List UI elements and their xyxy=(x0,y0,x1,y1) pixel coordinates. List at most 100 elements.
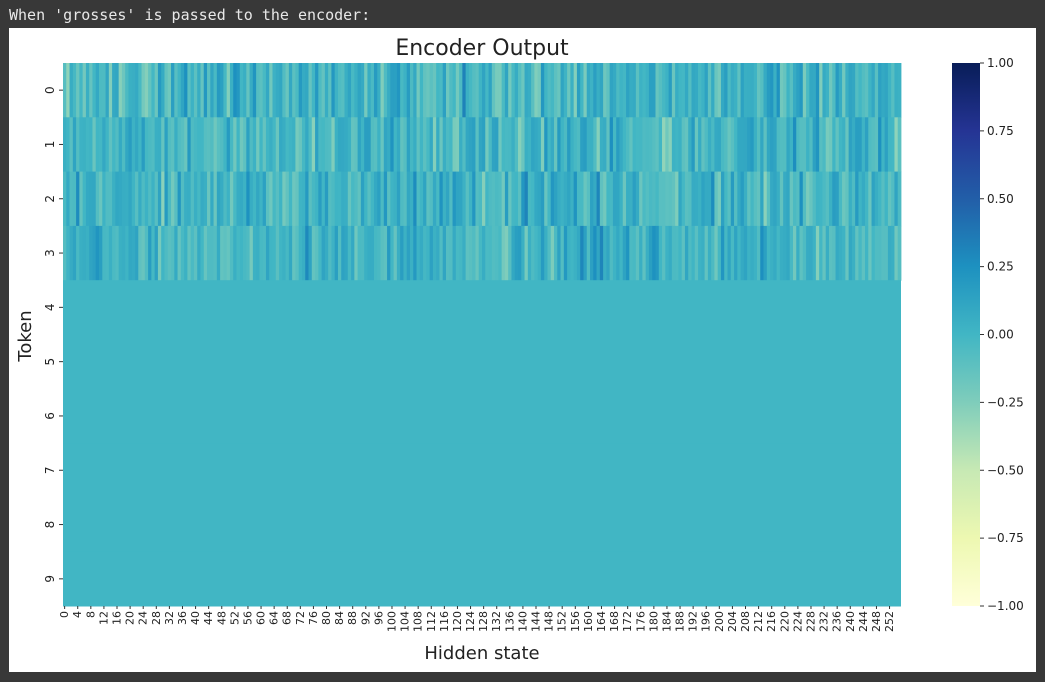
heatmap-cell xyxy=(590,63,594,118)
heatmap-cell xyxy=(835,63,840,118)
heatmap-cell xyxy=(576,171,581,227)
heatmap-cell xyxy=(508,117,512,173)
heatmap-cell xyxy=(305,225,309,281)
heatmap-cell xyxy=(498,117,503,173)
heatmap-cell xyxy=(171,117,175,173)
heatmap-cell xyxy=(570,117,575,173)
heatmap-cell xyxy=(108,171,113,227)
heatmap-cell xyxy=(269,63,273,118)
heatmap-cell xyxy=(125,171,129,227)
heatmap-cell xyxy=(377,63,381,118)
heatmap-cell xyxy=(871,63,876,118)
heatmap-cell xyxy=(452,171,457,227)
heatmap-cell xyxy=(861,117,866,173)
heatmap-cell xyxy=(527,63,532,118)
heatmap-cell xyxy=(747,225,751,281)
heatmap-cell xyxy=(495,63,499,118)
heatmap-cell xyxy=(779,117,784,173)
heatmap-cell xyxy=(632,117,637,173)
heatmap-cell xyxy=(511,63,516,118)
heatmap-cell xyxy=(252,225,257,281)
heatmap-cell xyxy=(648,117,653,173)
heatmap-cell xyxy=(89,117,93,173)
heatmap-cell xyxy=(154,225,159,281)
heatmap-cell xyxy=(743,117,748,173)
heatmap-cell xyxy=(596,225,601,281)
heatmap-cell xyxy=(851,63,856,118)
heatmap-cell xyxy=(174,117,178,173)
heatmap-cell xyxy=(167,171,172,227)
heatmap-cell xyxy=(537,171,542,227)
heatmap-cell xyxy=(99,225,103,281)
heatmap-cell xyxy=(95,225,100,281)
heatmap-cell xyxy=(180,117,185,173)
heatmap-cell xyxy=(878,63,882,118)
x-tick-label: 116 xyxy=(438,611,451,632)
heatmap-cell xyxy=(344,63,349,118)
heatmap-cell xyxy=(282,117,286,173)
heatmap-cell xyxy=(298,117,303,173)
heatmap-cell xyxy=(783,63,787,118)
heatmap-cell xyxy=(95,117,100,173)
heatmap-cell xyxy=(269,225,273,281)
heatmap-cell xyxy=(554,117,558,173)
heatmap-cell xyxy=(138,171,142,227)
heatmap-cell xyxy=(308,225,313,281)
heatmap-cell xyxy=(357,117,362,173)
heatmap-cell xyxy=(207,171,211,227)
heatmap-cell xyxy=(825,117,830,173)
heatmap-cell xyxy=(753,117,758,173)
heatmap-cell xyxy=(645,63,650,118)
heatmap-cell xyxy=(128,171,133,227)
heatmap-cell xyxy=(668,117,673,173)
heatmap-cell xyxy=(894,63,899,118)
x-tick-label: 112 xyxy=(425,611,438,632)
heatmap-cell xyxy=(635,117,640,173)
heatmap-cell xyxy=(243,225,247,281)
heatmap-cell xyxy=(547,225,552,281)
heatmap-cell xyxy=(851,171,856,227)
heatmap-cell xyxy=(354,225,359,281)
heatmap-cell xyxy=(82,117,87,173)
heatmap-cell xyxy=(89,171,93,227)
x-tick-label: 32 xyxy=(163,611,176,625)
heatmap-cell xyxy=(344,171,349,227)
heatmap-cell xyxy=(190,225,195,281)
heatmap-cell xyxy=(599,63,604,118)
heatmap-cell xyxy=(645,117,650,173)
heatmap-cell xyxy=(429,117,434,173)
heatmap-cell xyxy=(482,225,486,281)
heatmap-cell xyxy=(184,225,188,281)
heatmap-cell xyxy=(472,63,476,118)
heatmap-cell xyxy=(779,225,784,281)
heatmap-cell xyxy=(704,171,709,227)
heatmap-cell xyxy=(380,171,385,227)
heatmap-cell xyxy=(409,225,414,281)
heatmap-cell xyxy=(475,63,480,118)
heatmap-cell xyxy=(301,63,306,118)
heatmap-cell xyxy=(452,63,457,118)
heatmap-cell xyxy=(753,171,758,227)
heatmap-cell xyxy=(341,117,345,173)
heatmap-cell xyxy=(328,63,332,118)
heatmap-cell xyxy=(822,171,827,227)
heatmap-cell xyxy=(197,225,201,281)
heatmap-cell xyxy=(681,225,686,281)
colorbar-tick-label: −0.75 xyxy=(987,531,1024,545)
colorbar-tick-label: 1.00 xyxy=(987,56,1014,70)
heatmap-cell xyxy=(815,171,820,227)
x-tick-label: 80 xyxy=(320,611,333,625)
heatmap-cell xyxy=(72,171,77,227)
heatmap-cell xyxy=(102,117,106,173)
heatmap-cell xyxy=(835,117,840,173)
heatmap-cell xyxy=(105,63,110,118)
heatmap-cell xyxy=(694,63,699,118)
heatmap-cell xyxy=(567,171,571,227)
x-tick-label: 164 xyxy=(595,611,608,632)
heatmap-cell xyxy=(851,225,856,281)
x-tick-label: 160 xyxy=(582,611,595,632)
x-tick-label: 120 xyxy=(451,611,464,632)
heatmap-cell xyxy=(524,171,529,227)
heatmap-cell xyxy=(164,225,169,281)
heatmap-cell xyxy=(648,171,653,227)
